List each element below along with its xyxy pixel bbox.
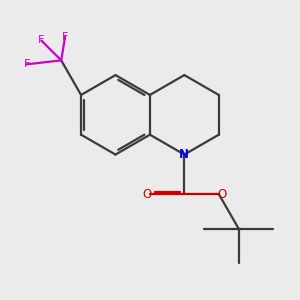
Text: F: F	[62, 32, 68, 41]
Text: O: O	[142, 188, 151, 201]
Text: N: N	[179, 148, 189, 161]
Text: F: F	[23, 59, 30, 69]
Text: O: O	[218, 188, 227, 201]
Text: F: F	[38, 35, 44, 46]
